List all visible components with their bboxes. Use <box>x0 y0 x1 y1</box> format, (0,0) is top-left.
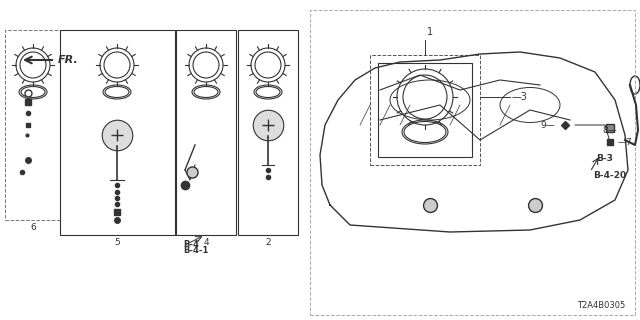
Text: 6: 6 <box>30 223 36 232</box>
Bar <box>60 30 175 235</box>
Bar <box>310 10 635 315</box>
Text: 9—: 9— <box>540 121 555 130</box>
Bar <box>176 30 236 235</box>
Text: —3: —3 <box>512 92 528 102</box>
Text: B-4-20: B-4-20 <box>593 171 626 180</box>
Bar <box>238 30 298 235</box>
Bar <box>378 63 472 157</box>
Bar <box>370 55 480 165</box>
Text: 4: 4 <box>203 238 209 247</box>
Text: —7: —7 <box>618 138 633 147</box>
Text: B-4: B-4 <box>183 240 199 249</box>
Text: 5: 5 <box>114 238 120 247</box>
Bar <box>5 30 60 220</box>
Text: FR.: FR. <box>58 55 79 65</box>
Text: 8—: 8— <box>602 125 617 134</box>
Text: 1: 1 <box>427 27 433 37</box>
Text: B-3: B-3 <box>596 154 613 163</box>
Text: B-4-1: B-4-1 <box>183 246 209 255</box>
Text: T2A4B0305: T2A4B0305 <box>577 301 625 310</box>
Text: 2: 2 <box>265 238 271 247</box>
